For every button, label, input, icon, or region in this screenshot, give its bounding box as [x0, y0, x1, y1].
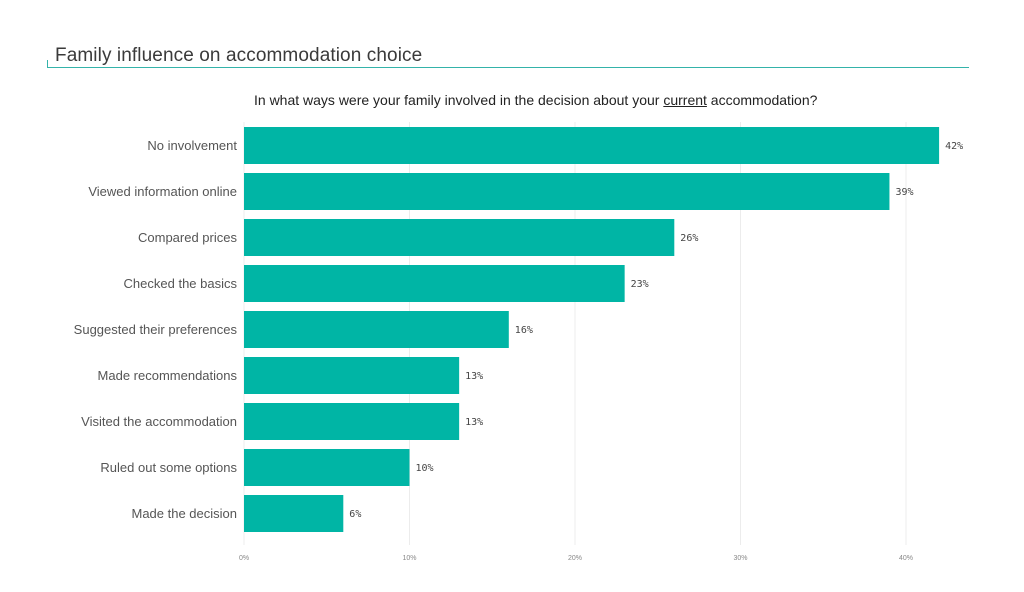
category-label: No involvement	[147, 138, 237, 153]
chart-question: In what ways were your family involved i…	[254, 92, 817, 108]
x-tick-label: 10%	[402, 555, 416, 562]
question-text-after: accommodation?	[706, 92, 818, 108]
question-emphasis: current	[663, 92, 707, 108]
category-label: Made recommendations	[98, 368, 238, 383]
bar	[244, 495, 344, 532]
data-label: 13%	[465, 371, 483, 382]
title-rule-tick	[47, 60, 48, 68]
page-title: Family influence on accommodation choice	[55, 45, 423, 66]
category-label: Ruled out some options	[100, 460, 237, 475]
bar	[244, 265, 625, 302]
data-label: 39%	[895, 187, 913, 198]
x-tick-label: 0%	[239, 555, 249, 562]
bar	[244, 127, 940, 164]
data-label: 23%	[631, 279, 649, 290]
category-label: Suggested their preferences	[74, 322, 238, 337]
question-text-before: In what ways were your family involved i…	[254, 92, 664, 108]
category-label: Made the decision	[131, 506, 237, 521]
x-tick-label: 20%	[568, 555, 582, 562]
bar	[244, 403, 460, 440]
data-label: 6%	[349, 509, 361, 520]
title-rule	[47, 67, 969, 68]
data-label: 13%	[465, 417, 483, 428]
category-label: Checked the basics	[124, 276, 238, 291]
x-tick-label: 40%	[899, 555, 913, 562]
data-label: 10%	[416, 463, 434, 474]
bar	[244, 219, 675, 256]
data-label: 16%	[515, 325, 533, 336]
category-label: Compared prices	[138, 230, 237, 245]
bar	[244, 173, 890, 210]
data-label: 26%	[680, 233, 698, 244]
category-label: Visited the accommodation	[81, 414, 237, 429]
bar	[244, 357, 460, 394]
bar	[244, 449, 410, 486]
data-label: 42%	[945, 141, 963, 152]
bar	[244, 311, 509, 348]
category-label: Viewed information online	[88, 184, 237, 199]
x-tick-label: 30%	[733, 555, 747, 562]
